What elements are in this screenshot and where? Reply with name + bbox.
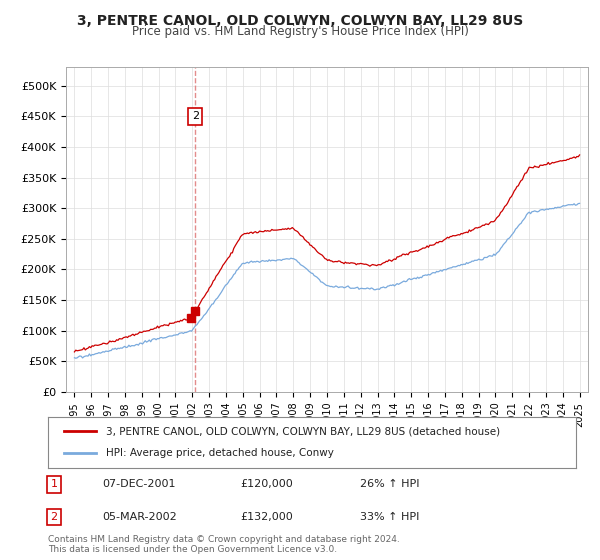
- Text: 3, PENTRE CANOL, OLD COLWYN, COLWYN BAY, LL29 8US: 3, PENTRE CANOL, OLD COLWYN, COLWYN BAY,…: [77, 14, 523, 28]
- Text: Contains HM Land Registry data © Crown copyright and database right 2024.
This d: Contains HM Land Registry data © Crown c…: [48, 535, 400, 554]
- Text: 3, PENTRE CANOL, OLD COLWYN, COLWYN BAY, LL29 8US (detached house): 3, PENTRE CANOL, OLD COLWYN, COLWYN BAY,…: [106, 426, 500, 436]
- Text: 2: 2: [192, 111, 199, 121]
- Text: 33% ↑ HPI: 33% ↑ HPI: [360, 512, 419, 522]
- Text: 07-DEC-2001: 07-DEC-2001: [102, 479, 176, 489]
- Text: 26% ↑ HPI: 26% ↑ HPI: [360, 479, 419, 489]
- Text: £132,000: £132,000: [240, 512, 293, 522]
- Text: HPI: Average price, detached house, Conwy: HPI: Average price, detached house, Conw…: [106, 449, 334, 459]
- Text: Price paid vs. HM Land Registry's House Price Index (HPI): Price paid vs. HM Land Registry's House …: [131, 25, 469, 38]
- Text: £120,000: £120,000: [240, 479, 293, 489]
- Text: 2: 2: [50, 512, 58, 522]
- Text: 1: 1: [50, 479, 58, 489]
- Text: 05-MAR-2002: 05-MAR-2002: [102, 512, 177, 522]
